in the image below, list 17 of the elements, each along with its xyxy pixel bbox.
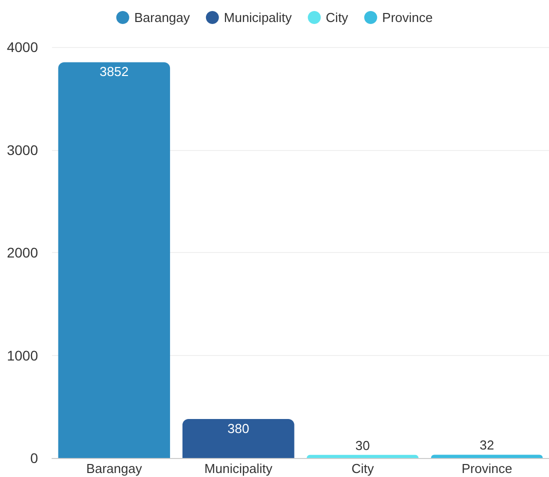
data-label: 380 <box>228 420 250 436</box>
legend-label: Province <box>382 10 433 25</box>
legend-label: Barangay <box>134 10 190 25</box>
data-label: 30 <box>355 438 370 453</box>
y-tick-label: 3000 <box>6 142 38 158</box>
y-tick-label: 0 <box>30 450 38 466</box>
data-label: 3852 <box>100 64 129 80</box>
x-tick-label: Province <box>462 461 512 476</box>
x-tick-label: Municipality <box>204 461 273 476</box>
x-tick-label: Barangay <box>86 461 142 476</box>
legend-label: Municipality <box>224 10 292 25</box>
data-label: 32 <box>480 438 494 453</box>
y-tick-label: 2000 <box>6 244 38 260</box>
y-tick-label: 1000 <box>6 347 38 364</box>
x-tick-label: City <box>351 461 374 476</box>
y-tick-label: 4000 <box>6 39 38 55</box>
legend-label: City <box>326 10 349 25</box>
